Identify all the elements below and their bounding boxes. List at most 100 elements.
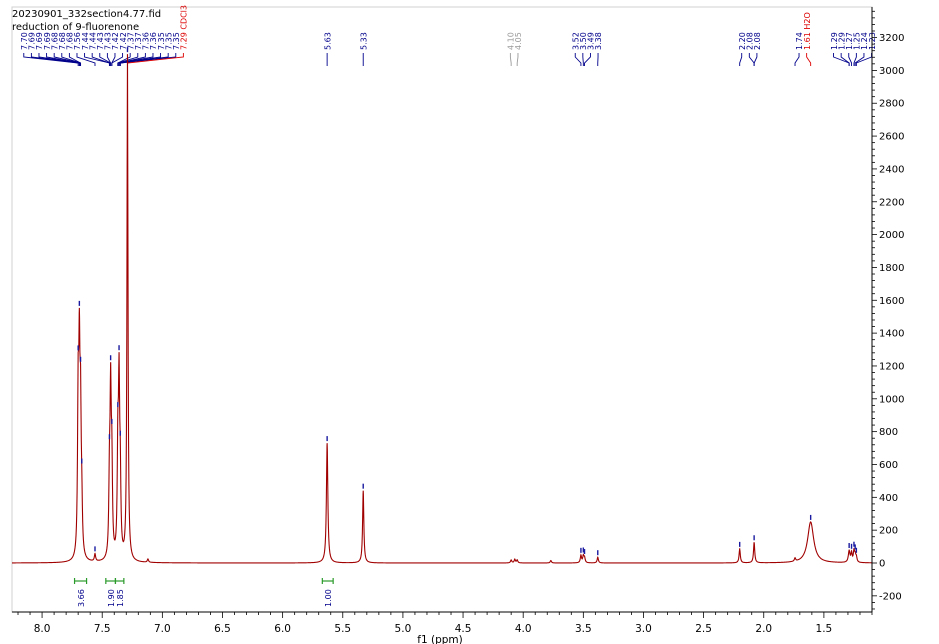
peak-label: 1.24 (854, 32, 869, 66)
y-tick-label: 2600 (879, 132, 904, 143)
peak-label-leader (574, 53, 582, 66)
peak-label: 7.68 (66, 32, 82, 66)
peak-label-text: 7.68 (66, 32, 75, 50)
peak-label-text: 7.69 (43, 32, 52, 50)
peak-label: 7.42 (111, 32, 128, 66)
peak-label-text: 5.33 (359, 32, 368, 50)
y-tick-label: 0 (879, 559, 885, 570)
peak-label-text: 7.43 (96, 32, 105, 50)
peak-label-text: 7.42 (119, 32, 128, 50)
integral-value: 1.00 (324, 589, 333, 607)
peak-label-leader (106, 53, 112, 66)
peak-label: 2.08 (753, 32, 762, 66)
x-tick-label: 6.5 (214, 623, 231, 635)
peak-label-text: 1.24 (860, 32, 869, 50)
y-tick-label: 600 (879, 460, 898, 471)
peak-label-leader (753, 53, 758, 66)
x-tick-label: 3.0 (635, 623, 652, 635)
peak-label-text: 7.44 (88, 32, 97, 50)
peak-label-text: 7.44 (81, 32, 90, 50)
peak-label-text: 3.49 (587, 32, 596, 50)
peak-label-leader (46, 53, 80, 66)
peak-label-leader (76, 53, 96, 66)
peak-label-leader (840, 53, 850, 66)
peak-label-leader (118, 53, 154, 66)
integral: 1.00 (321, 578, 334, 607)
y-tick-label: 1800 (879, 263, 904, 274)
peak-label-text: 7.43 (104, 32, 113, 50)
peak-label-text: 3.50 (579, 32, 588, 50)
peak-label-leader (509, 53, 512, 66)
peak-label: 7.56 (73, 32, 96, 66)
peak-label-text: 7.42 (111, 32, 120, 50)
peak-label-text: 7.35 (164, 32, 173, 50)
x-tick-label: 2.0 (755, 623, 772, 635)
peak-label-text: 1.61 H2O (803, 12, 812, 50)
peak-label-text: 2.20 (738, 32, 747, 50)
peak-label-leader (111, 53, 124, 66)
peak-label-text: 7.35 (172, 32, 181, 50)
peak-label-text: 3.52 (571, 32, 580, 50)
x-tick-label: 6.0 (274, 623, 291, 635)
peak-label: 1.27 (845, 32, 854, 66)
peak-label-leader (111, 53, 116, 66)
peak-label-text: 7.68 (58, 32, 67, 50)
y-tick-label: 2800 (879, 99, 904, 110)
peak-label: 5.33 (359, 32, 368, 66)
peak-label-leader (516, 53, 519, 66)
peak-label: 3.38 (594, 32, 603, 66)
x-tick-label: 4.5 (455, 623, 472, 635)
y-axis: 3200300028002600240022002000180016001400… (871, 7, 904, 612)
integral-value: 1.90 (107, 589, 116, 607)
integral: 1.85 (114, 578, 125, 607)
peak-label: 7.43 (104, 32, 113, 66)
peak-label: 1.74 (794, 32, 804, 66)
peak-label-text: 7.36 (149, 32, 158, 50)
x-tick-label: 5.5 (334, 623, 351, 635)
peak-label-text: 2.08 (746, 32, 755, 50)
peak-label: 5.63 (323, 32, 332, 66)
peak-label: 7.69 (43, 32, 80, 66)
peak-label-text: 1.29 (837, 32, 846, 50)
peak-label: 3.49 (584, 32, 596, 66)
x-tick-label: 3.5 (575, 623, 592, 635)
y-tick-label: 800 (879, 427, 898, 438)
peak-label: 7.70 (20, 32, 79, 66)
integral-layer: 3.66 1.90 1.85 1.00 (73, 578, 334, 607)
peak-label: 4.10 (507, 32, 516, 66)
y-tick-label: 3200 (879, 33, 904, 44)
x-tick-label: 7.5 (94, 623, 111, 635)
y-tick-label: 1600 (879, 296, 904, 307)
y-tick-label: -200 (879, 591, 902, 602)
peak-label: 3.52 (571, 32, 582, 66)
peak-label-text: 4.10 (507, 32, 516, 50)
x-tick-label: 4.0 (515, 623, 532, 635)
integral: 3.66 (73, 578, 88, 607)
peak-label-text: 1.25 (853, 32, 862, 50)
peak-label-text: 7.29 CDCl3 (180, 5, 189, 50)
y-tick-label: 1400 (879, 329, 904, 340)
peak-label-leader (794, 53, 800, 66)
peak-label-leader (848, 53, 852, 66)
peak-label: 3.50 (579, 32, 588, 66)
y-tick-label: 200 (879, 526, 898, 537)
peak-label: 7.36 (118, 32, 158, 66)
spectrum-trace (12, 54, 872, 564)
y-tick-label: 1200 (879, 361, 904, 372)
peak-label-leader (806, 53, 812, 66)
peak-label-text: 7.69 (35, 32, 44, 50)
peak-label-leader (739, 53, 743, 66)
plot-frame (11, 6, 873, 613)
peak-label-text: 7.36 (142, 32, 151, 50)
spectrum-filename: 20230901_332section4.77.fid (12, 9, 162, 20)
peak-label: 7.44 (88, 32, 110, 66)
peak-label-leader (748, 53, 755, 66)
y-tick-label: 2400 (879, 164, 904, 175)
peak-label-text: 2.08 (753, 32, 762, 50)
integral-value: 1.85 (116, 589, 125, 607)
y-tick-label: 1000 (879, 394, 904, 405)
y-tick-label: 2200 (879, 197, 904, 208)
peak-label: 1.29 (837, 32, 850, 66)
peak-label-text: 7.69 (28, 32, 37, 50)
peak-label-text: 7.56 (73, 32, 82, 50)
